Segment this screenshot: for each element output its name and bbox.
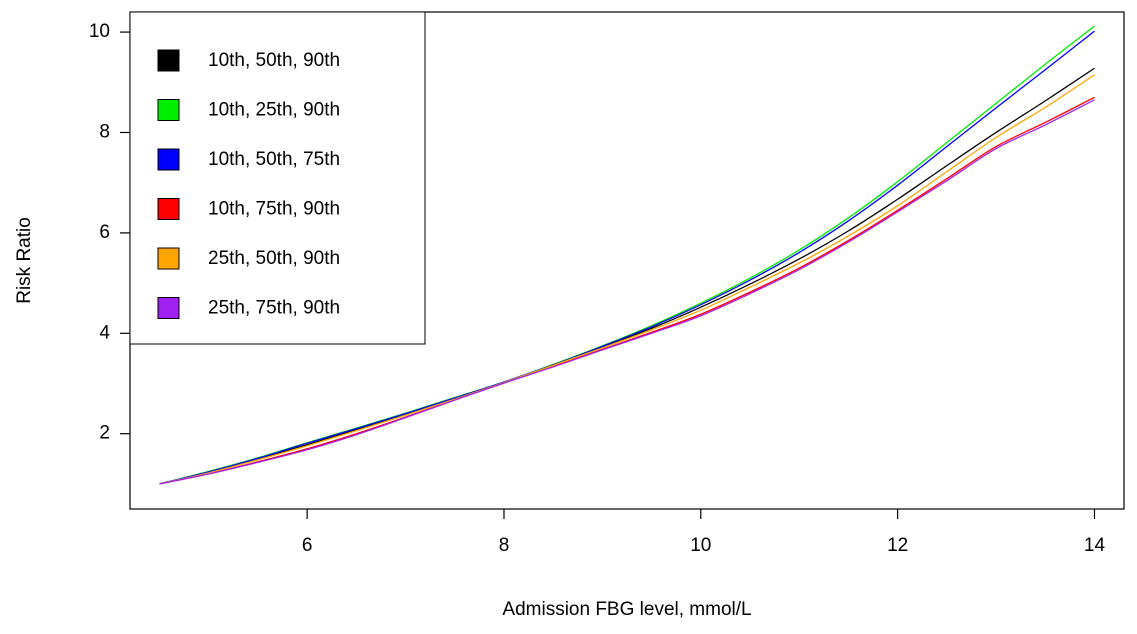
legend-label-3: 10th, 50th, 75th — [208, 149, 340, 170]
legend-swatch-2 — [157, 99, 180, 121]
series-line-4 — [159, 96, 1095, 485]
series-line-3 — [159, 30, 1095, 485]
y-tick-label: 4 — [99, 322, 110, 343]
legend-swatch-5 — [157, 247, 180, 270]
x-tick-label: 14 — [1084, 535, 1106, 556]
legend-swatch-6 — [157, 297, 180, 319]
y-tick-label: 6 — [99, 222, 110, 243]
legend-label-5: 25th, 50th, 90th — [208, 248, 340, 269]
x-tick-label: 8 — [499, 535, 510, 556]
legend-label-4: 10th, 75th, 90th — [208, 199, 340, 220]
axes: 6 8 10 12 14 2 4 6 8 10 — [89, 11, 1125, 556]
x-tick-label: 12 — [887, 535, 908, 556]
series-line-6 — [159, 99, 1095, 485]
series-line-1 — [159, 67, 1095, 485]
series-line-5 — [159, 74, 1095, 485]
series-lines — [159, 25, 1095, 485]
legend-swatch-3 — [157, 148, 180, 171]
y-tick-label: 10 — [89, 21, 110, 42]
legend: 10th, 50th, 90th 10th, 25th, 90th 10th, 50… — [129, 11, 426, 345]
legend-swatch-1 — [157, 49, 180, 72]
legend-label-1: 10th, 50th, 90th — [208, 50, 340, 71]
x-tick-label: 6 — [302, 535, 313, 556]
x-tick-label: 10 — [690, 535, 711, 556]
y-tick-label: 2 — [99, 423, 110, 444]
x-axis-label: Admission FBG level, mmol/L — [502, 599, 751, 620]
y-axis-label: Risk Ratio — [14, 217, 35, 304]
legend-label-6: 25th, 75th, 90th — [208, 298, 340, 319]
y-tick-label: 8 — [99, 122, 110, 143]
legend-swatch-4 — [157, 198, 180, 220]
legend-label-2: 10th, 25th, 90th — [208, 100, 340, 121]
